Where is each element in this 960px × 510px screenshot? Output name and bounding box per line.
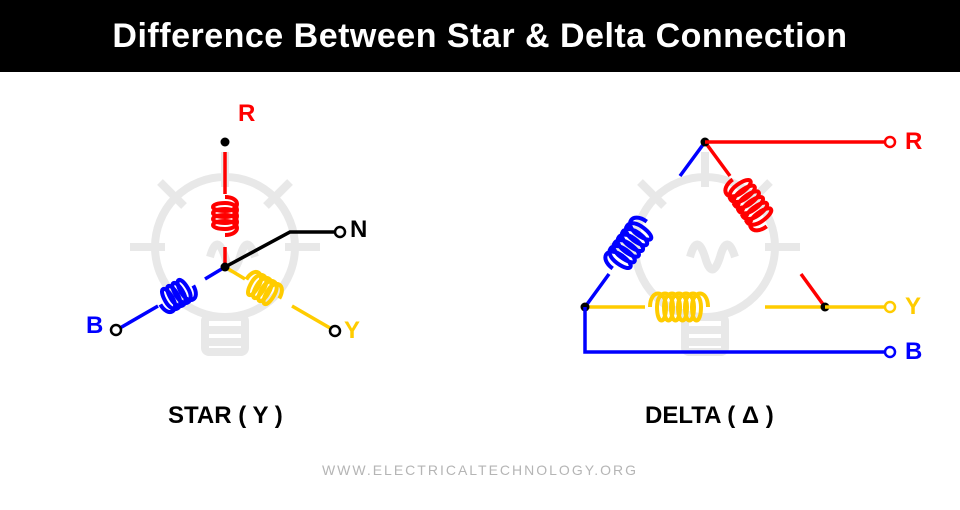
star-terminal-n <box>335 227 345 237</box>
delta-diagram <box>581 137 896 357</box>
delta-terminal-r <box>885 137 895 147</box>
star-terminal-b <box>111 325 121 335</box>
star-label-r: R <box>238 100 255 128</box>
header-bar: Difference Between Star & Delta Connecti… <box>0 0 960 72</box>
delta-sub-label: DELTA ( Δ ) <box>645 402 774 430</box>
footer-url: WWW.ELECTRICALTECHNOLOGY.ORG <box>0 462 960 478</box>
page-title: Difference Between Star & Delta Connecti… <box>112 17 847 56</box>
delta-label-b: B <box>905 338 922 366</box>
diagram-area: R Y B N R Y B STAR ( Y ) DELTA ( Δ ) <box>0 72 960 462</box>
star-terminal-y <box>330 326 340 336</box>
delta-terminal-y <box>885 302 895 312</box>
star-label-y: Y <box>344 317 360 345</box>
star-label-n: N <box>350 216 367 244</box>
star-node-r <box>221 138 230 147</box>
diagram-svg <box>0 72 960 462</box>
delta-label-y: Y <box>905 293 921 321</box>
delta-label-r: R <box>905 128 922 156</box>
star-label-b: B <box>86 312 103 340</box>
delta-terminal-b <box>885 347 895 357</box>
star-sub-label: STAR ( Y ) <box>168 402 283 430</box>
star-center-node <box>221 263 230 272</box>
